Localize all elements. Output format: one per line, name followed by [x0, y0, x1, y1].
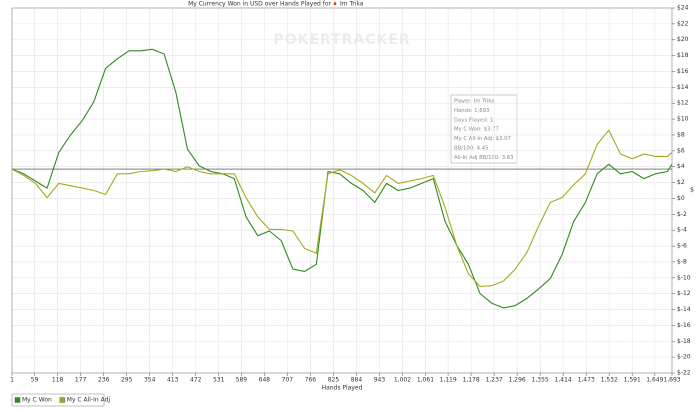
y-tick-label: $0: [677, 195, 685, 202]
chart-title: My Currency Won in USD over Hands Played…: [188, 1, 331, 8]
y-tick-label: $18: [677, 52, 689, 59]
y-tick-label: $20: [677, 36, 689, 43]
x-tick-label: 1,693: [663, 377, 680, 384]
y-tick-label: $-18: [677, 338, 691, 345]
y-tick-label: $-22: [677, 370, 691, 377]
x-tick-label: 531: [213, 377, 225, 384]
y-tick-label: $10: [677, 116, 689, 123]
x-tick-label: 295: [121, 377, 133, 384]
tooltip-line: My C All-In Adj: $3.07: [454, 136, 511, 142]
tooltip-line: Hands: 1,693: [454, 108, 489, 114]
x-tick-label: 1: [10, 377, 14, 384]
y-tick-label: $-2: [677, 211, 687, 218]
y-tick-label: $-12: [677, 290, 691, 297]
player-icon: [333, 1, 337, 6]
y-tick-label: $-16: [677, 322, 691, 329]
x-tick-label: 1,473: [578, 377, 595, 384]
tooltip-line: Player: Im Trika: [454, 99, 495, 105]
x-tick-label: 943: [374, 377, 386, 384]
x-tick-label: 1,061: [417, 377, 434, 384]
y-tick-label: $-14: [677, 306, 691, 313]
x-tick-label: 236: [98, 377, 110, 384]
tooltip-line: Days Played: 1: [454, 117, 493, 123]
series-line: [11, 129, 673, 288]
x-axis-label: Hands Played: [322, 385, 363, 392]
y-tick-label: $-8: [677, 258, 687, 265]
x-tick-label: 59: [31, 377, 39, 384]
x-tick-label: 766: [305, 377, 317, 384]
y-tick-label: $16: [677, 68, 689, 75]
x-tick-label: 1,591: [624, 377, 641, 384]
y-tick-label: $24: [677, 5, 689, 12]
x-tick-label: 1,178: [463, 377, 480, 384]
y-tick-label: $4: [677, 163, 685, 170]
legend-swatch: [59, 397, 65, 403]
y-tick-label: $-6: [677, 243, 687, 250]
tooltip-line: My C Won: $3.77: [454, 127, 499, 133]
y-tick-label: $-4: [677, 227, 687, 234]
x-tick-label: 1,237: [486, 377, 503, 384]
x-tick-label: 825: [328, 377, 340, 384]
chart-player: Im Trika: [340, 1, 364, 8]
y-tick-label: $22: [677, 20, 689, 27]
legend-swatch: [14, 397, 21, 403]
legend-box: [11, 393, 105, 407]
y-tick-label: $2: [677, 179, 685, 186]
y-tick-label: $-10: [677, 274, 691, 281]
x-tick-label: 1,414: [555, 377, 572, 384]
grid: [11, 7, 673, 374]
y-tick-label: $12: [677, 100, 689, 107]
x-tick-label: 118: [52, 377, 64, 384]
legend-label: My C All-In Adj: [67, 397, 111, 404]
series-line: [11, 48, 673, 309]
x-tick-label: 1,296: [509, 377, 526, 384]
x-tick-label: 1,355: [532, 377, 549, 384]
x-tick-label: 648: [259, 377, 271, 384]
tooltip: Player: Im Trika Hands: 1,693 Days Played:…: [450, 94, 518, 164]
x-tick-label: 884: [351, 377, 363, 384]
x-tick-label: 589: [236, 377, 248, 384]
x-tick-label: 1,649: [646, 377, 663, 384]
x-tick-label: 1,119: [440, 377, 457, 384]
x-tick-label: 1,532: [601, 377, 618, 384]
x-tick-label: 1,002: [394, 377, 411, 384]
y-axis-label: $: [690, 187, 694, 194]
x-tick-label: 413: [167, 377, 179, 384]
x-tick-label: 354: [144, 377, 156, 384]
legend-label: My C Won: [22, 397, 52, 404]
y-tick-label: $6: [677, 147, 685, 154]
y-tick-label: $8: [677, 131, 685, 138]
y-tick-label: $-20: [677, 354, 691, 361]
plot-frame: [11, 7, 673, 374]
tooltip-line: All-In Adj BB/100: 3.63: [454, 155, 514, 161]
x-tick-label: 707: [282, 377, 294, 384]
x-tick-label: 472: [190, 377, 202, 384]
y-tick-label: $14: [677, 84, 689, 91]
x-tick-label: 177: [75, 377, 87, 384]
